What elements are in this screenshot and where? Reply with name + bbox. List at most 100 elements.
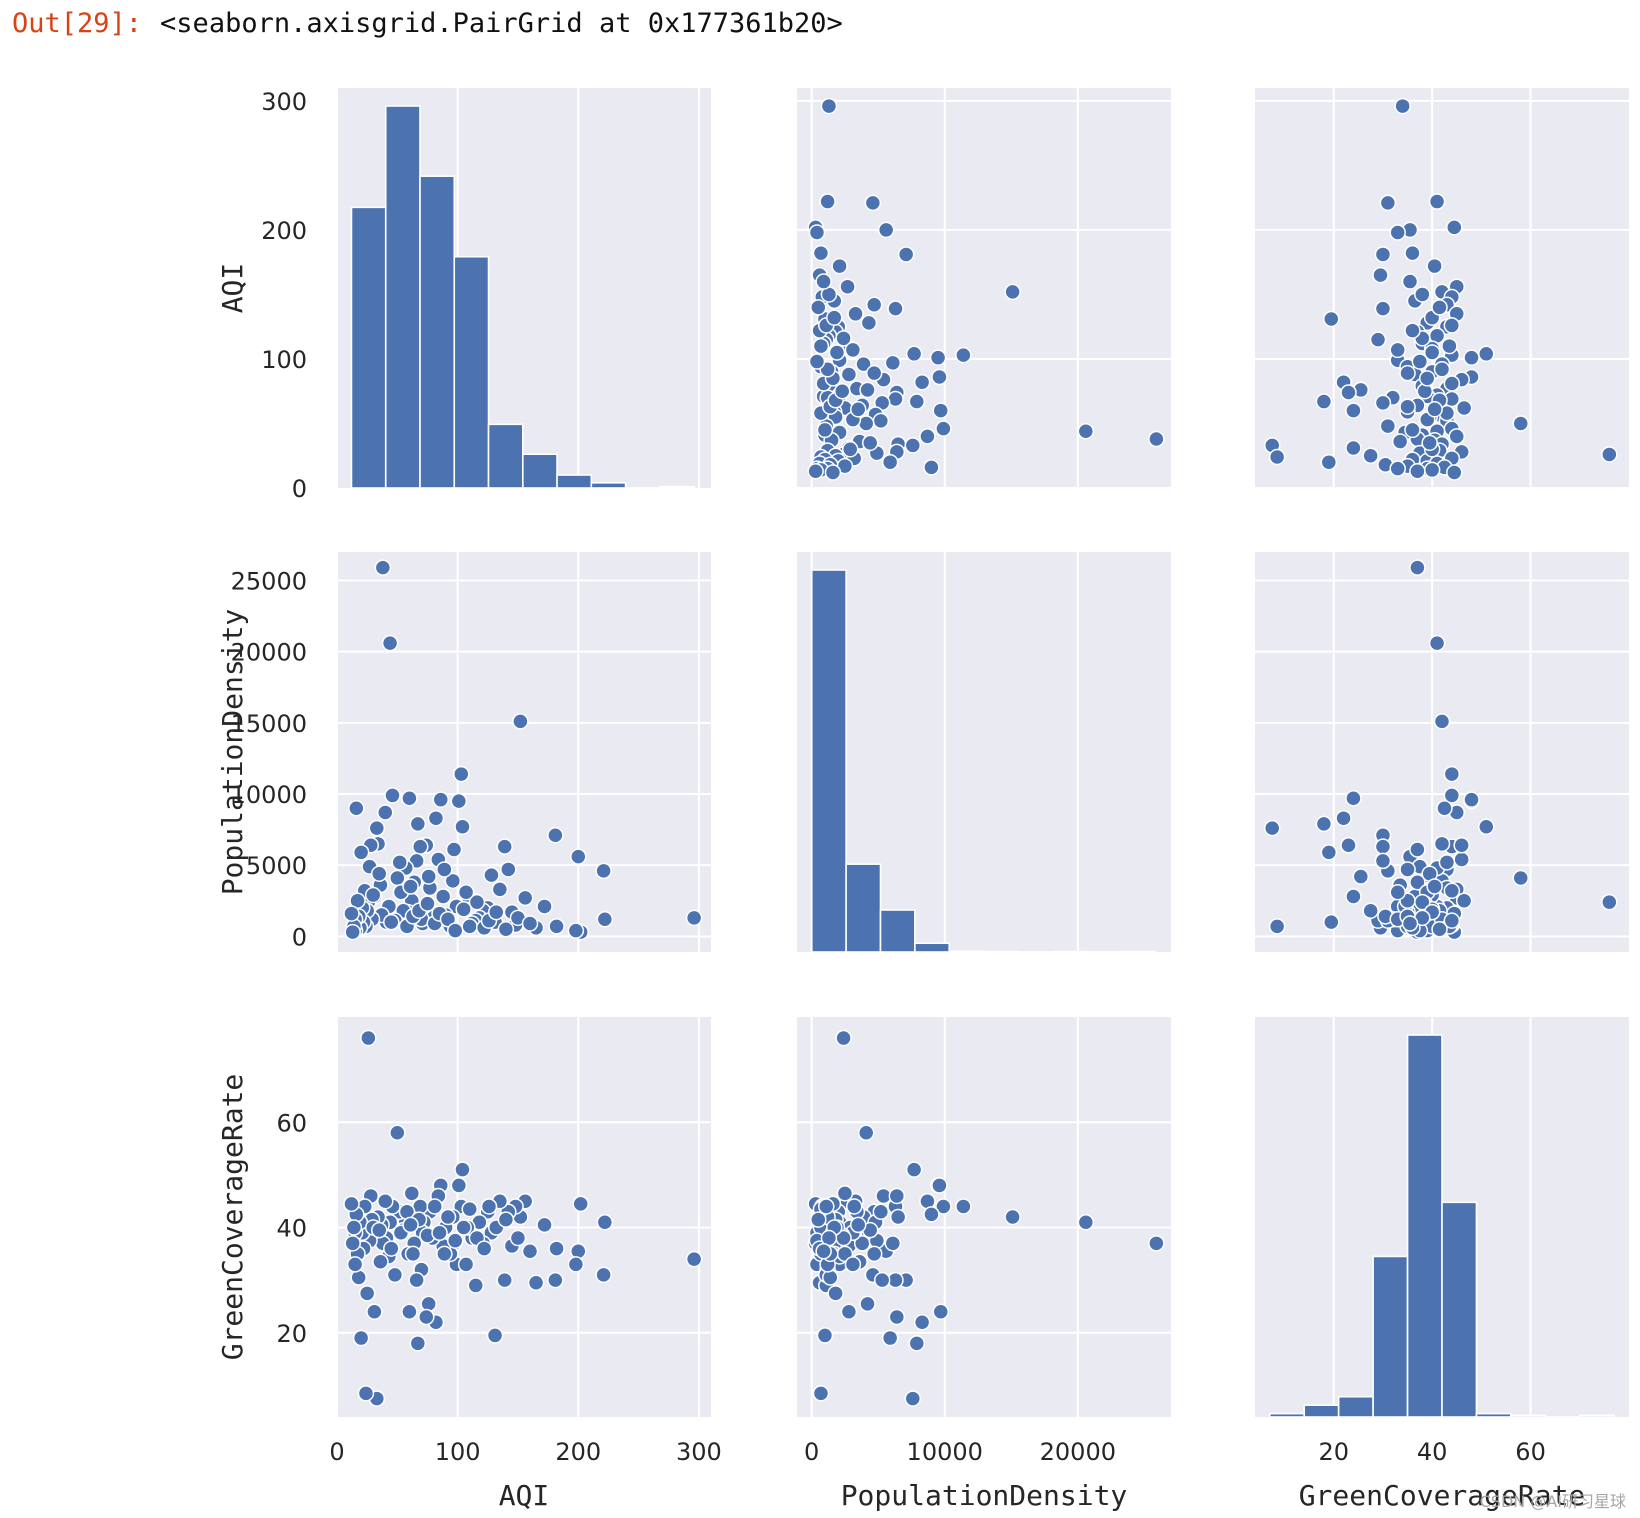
scatter-point xyxy=(859,381,876,399)
scatter-point xyxy=(1004,1208,1021,1226)
scatter-point xyxy=(864,194,882,212)
x-tick-label: 0 xyxy=(804,1438,819,1466)
scatter-point xyxy=(1148,430,1165,448)
x-tick-label: 60 xyxy=(1515,1438,1546,1466)
scatter-point xyxy=(439,1208,457,1226)
scatter-point xyxy=(1401,915,1419,932)
y-tick-label: 20000 xyxy=(231,639,307,667)
scatter-point xyxy=(931,1177,948,1194)
histogram-bar xyxy=(1510,1414,1547,1418)
scatter-point xyxy=(812,337,830,355)
scatter-point xyxy=(454,818,471,835)
scatter-point xyxy=(1374,300,1392,317)
histogram-bar xyxy=(810,569,847,953)
histogram-bar xyxy=(453,255,490,489)
scatter-point xyxy=(905,345,923,363)
histogram-bar xyxy=(948,950,985,953)
scatter-point xyxy=(352,1329,370,1347)
scatter-point xyxy=(1315,393,1333,410)
scatter-point xyxy=(1431,299,1448,316)
scatter-point xyxy=(450,792,468,810)
scatter-point xyxy=(427,809,445,827)
scatter-point xyxy=(1077,1214,1095,1231)
scatter-point xyxy=(389,1124,406,1142)
scatter-point xyxy=(386,1266,404,1284)
scatter-point xyxy=(840,1303,858,1320)
scatter-point xyxy=(816,1327,834,1344)
scatter-point xyxy=(1478,818,1495,835)
scatter-point xyxy=(845,1198,863,1215)
scatter-point xyxy=(935,420,952,437)
scatter-point xyxy=(826,309,843,326)
histogram-bar xyxy=(1372,1255,1409,1418)
x-axis-label: PopulationDensity xyxy=(841,1479,1128,1512)
scatter-point xyxy=(1446,219,1463,236)
histogram-bar xyxy=(879,909,916,953)
scatter-point xyxy=(547,1271,564,1289)
scatter-point xyxy=(865,296,883,314)
scatter-point xyxy=(881,1329,899,1347)
scatter-point xyxy=(887,300,904,317)
scatter-point xyxy=(1433,713,1451,730)
scatter-point xyxy=(1374,852,1392,870)
scatter-point xyxy=(847,305,864,323)
scatter-point xyxy=(401,1303,418,1320)
scatter-point xyxy=(567,1256,585,1273)
scatter-point xyxy=(1443,317,1461,334)
scatter-point xyxy=(935,1198,952,1215)
scatter-point xyxy=(908,393,926,410)
scatter-point xyxy=(420,1295,437,1313)
scatter-point xyxy=(368,819,386,837)
scatter-point xyxy=(384,787,401,804)
scatter-point xyxy=(1389,224,1406,241)
scatter-point xyxy=(857,1124,875,1142)
histogram-bar xyxy=(1406,1034,1443,1418)
scatter-point xyxy=(860,314,878,332)
scatter-point xyxy=(932,1303,949,1320)
scatter-point xyxy=(1379,194,1397,212)
scatter-point xyxy=(372,1253,389,1270)
scatter-point xyxy=(818,1198,835,1215)
y-tick-label: 10000 xyxy=(231,781,307,809)
y-tick-label: 40 xyxy=(276,1215,307,1243)
scatter-point xyxy=(457,1256,475,1273)
scatter-point xyxy=(1453,851,1470,868)
scatter-point xyxy=(572,1195,589,1213)
scatter-point xyxy=(1443,787,1461,804)
scatter-point xyxy=(1335,809,1352,827)
scatter-point xyxy=(446,922,464,939)
scatter-point xyxy=(496,838,513,855)
scatter-point xyxy=(1394,97,1411,115)
scatter-point xyxy=(1268,918,1286,935)
scatter-point xyxy=(1077,422,1095,440)
scatter-point xyxy=(1404,322,1421,339)
scatter-point xyxy=(1409,873,1426,891)
scatter-point xyxy=(431,1224,448,1242)
scatter-point xyxy=(403,1185,421,1202)
scatter-point xyxy=(1448,428,1466,445)
y-tick-label: 60 xyxy=(276,1109,307,1137)
histogram-bar xyxy=(1017,951,1054,954)
histogram-bar xyxy=(384,105,421,489)
scatter-point xyxy=(1315,815,1333,833)
scatter-point xyxy=(389,869,406,887)
scatter-point xyxy=(815,1242,832,1260)
y-tick-label: 0 xyxy=(292,923,307,951)
y-axis-label: PopulationDensity xyxy=(216,609,249,896)
scatter-point xyxy=(370,1221,388,1239)
scatter-point xyxy=(1414,286,1431,303)
scatter-point xyxy=(408,1271,425,1289)
scatter-point xyxy=(370,865,388,882)
scatter-point xyxy=(884,354,902,372)
scatter-point xyxy=(480,1198,498,1215)
y-axis-label: AQI xyxy=(216,263,249,314)
scatter-point xyxy=(446,1232,464,1249)
scatter-point xyxy=(888,1187,906,1205)
scatter-point xyxy=(358,1285,376,1302)
scatter-point xyxy=(1409,559,1426,576)
y-tick-label: 25000 xyxy=(231,567,307,595)
scatter-point xyxy=(1389,341,1406,359)
scatter-point xyxy=(1411,353,1429,370)
scatter-point xyxy=(839,278,856,295)
histogram-bar xyxy=(1051,950,1088,954)
